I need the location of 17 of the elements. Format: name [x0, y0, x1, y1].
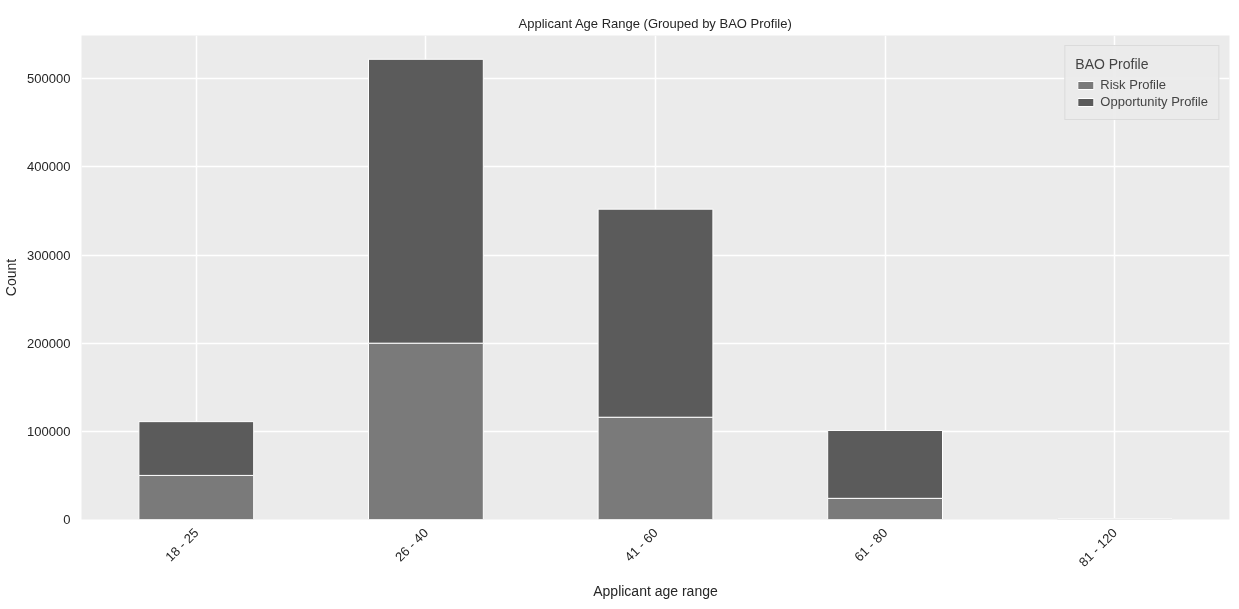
y-axis-title: Count	[3, 258, 20, 297]
legend-label: Risk Profile	[1100, 77, 1167, 92]
legend-title: BAO Profile	[1075, 56, 1150, 72]
x-tick-label: 26 - 40	[391, 525, 432, 565]
x-tick-label: 18 - 25	[162, 525, 202, 565]
y-tick-label: 100000	[27, 423, 71, 439]
x-tick-label: 81 - 120	[1075, 525, 1120, 570]
chart-title: Applicant Age Range (Grouped by BAO Profile)	[518, 15, 792, 31]
y-tick-label: 0	[63, 512, 71, 527]
y-tick-label: 300000	[27, 247, 71, 263]
y-tick-label: 400000	[27, 159, 71, 175]
y-tick-label: 200000	[27, 335, 71, 351]
x-tick-label: 41 - 60	[621, 525, 661, 565]
x-axis-title: Applicant age range	[593, 582, 718, 599]
legend-label: Opportunity Profile	[1100, 94, 1208, 109]
x-tick-label: 61 - 80	[851, 525, 891, 565]
y-tick-label: 500000	[27, 71, 71, 87]
